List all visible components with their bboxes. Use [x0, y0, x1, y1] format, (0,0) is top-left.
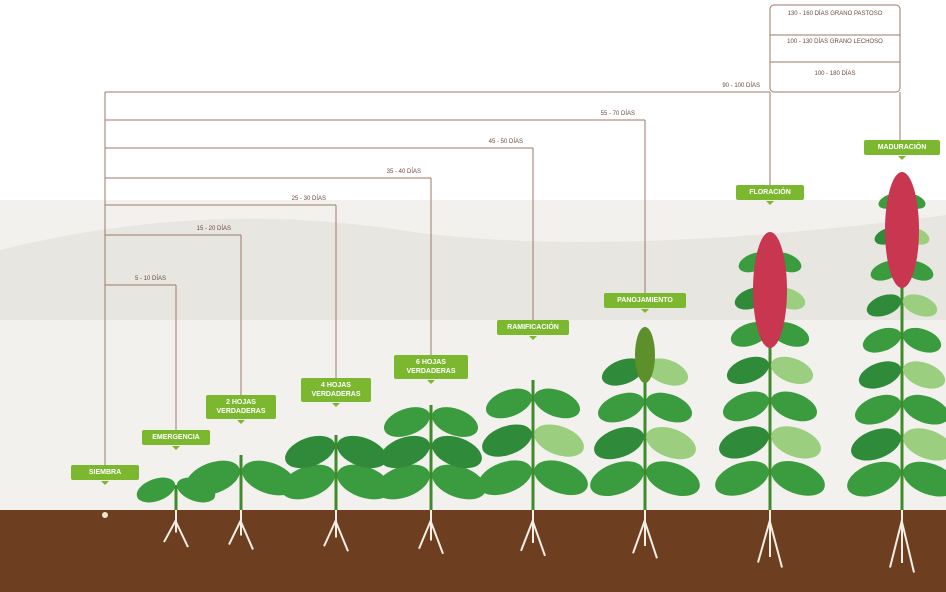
stage-label: SIEMBRA: [71, 465, 139, 480]
flower: [885, 172, 919, 288]
period-label: 5 - 10 DÍAS: [135, 276, 166, 282]
period-label: 15 - 20 DÍAS: [197, 226, 231, 232]
stage-label: EMERGENCIA: [142, 430, 210, 445]
period-label: 90 - 100 DÍAS: [722, 83, 760, 89]
period-label: 45 - 50 DÍAS: [489, 139, 523, 145]
panicle: [635, 327, 655, 383]
stage-label: 2 HOJAS VERDADERAS: [206, 395, 276, 419]
soil: [0, 510, 946, 592]
infographic: 5 - 10 DÍAS 15 - 20 DÍAS 25 - 30 DÍAS 35 - …: [0, 0, 946, 592]
top-box-label: 100 - 180 DÍAS: [770, 70, 900, 78]
stage-label: PANOJAMIENTO: [604, 293, 686, 308]
stage-label: 4 HOJAS VERDADERAS: [301, 378, 371, 402]
period-label: 25 - 30 DÍAS: [292, 196, 326, 202]
stage-label: 6 HOJAS VERDADERAS: [394, 355, 468, 379]
top-box-label: 100 - 130 DÍAS GRANO LECHOSO: [770, 38, 900, 46]
stage-label: MADURACIÓN: [864, 140, 940, 155]
seed: [102, 512, 108, 518]
period-label: 35 - 40 DÍAS: [387, 169, 421, 175]
flower: [753, 232, 787, 348]
stage-label: FLORACIÓN: [736, 185, 804, 200]
period-label: 55 - 70 DÍAS: [601, 111, 635, 117]
top-box-label: 130 - 160 DÍAS GRANO PASTOSO: [770, 10, 900, 18]
stage-label: RAMIFICACIÓN: [497, 320, 569, 335]
drawing: [0, 0, 946, 592]
top-box: [770, 5, 900, 92]
